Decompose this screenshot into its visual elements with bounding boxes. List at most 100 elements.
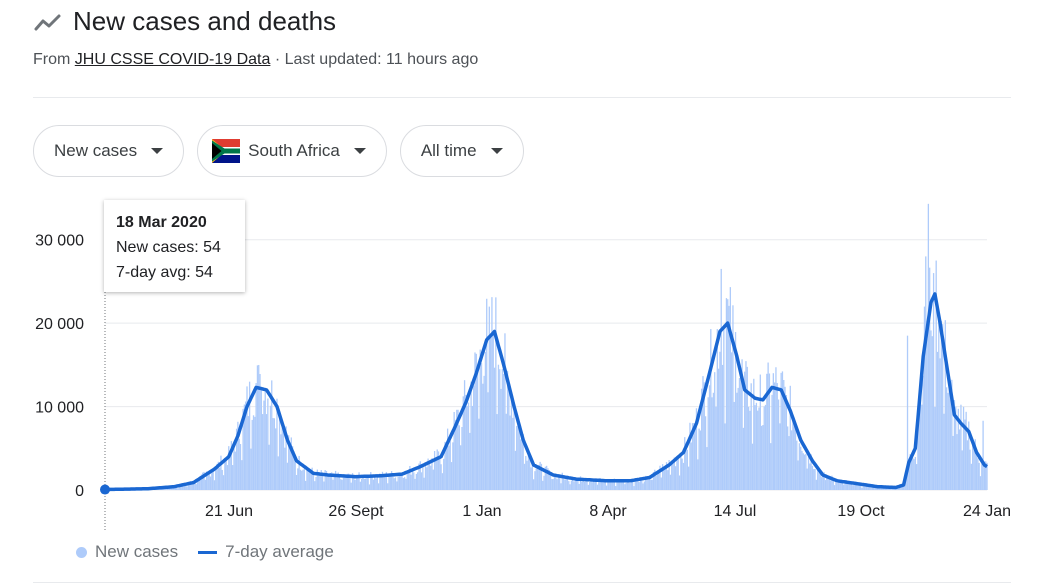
bar: [934, 406, 936, 490]
bar: [585, 481, 587, 490]
bar: [540, 463, 543, 490]
bar: [508, 381, 510, 490]
bar: [479, 349, 481, 490]
bar: [423, 477, 425, 490]
bar: [521, 431, 523, 490]
bar: [708, 385, 711, 490]
bar: [303, 468, 305, 490]
x-tick-label: 8 Apr: [589, 503, 627, 520]
bar: [428, 461, 431, 490]
bar: [579, 476, 582, 490]
bar: [660, 477, 662, 490]
bar: [622, 482, 625, 490]
bar: [446, 428, 449, 490]
bar: [863, 484, 866, 490]
bar: [347, 473, 350, 490]
bottom-divider: [33, 582, 1011, 583]
bar: [706, 447, 708, 490]
bar: [282, 429, 285, 490]
bar: [915, 464, 918, 490]
bar: [556, 479, 558, 490]
bar: [222, 475, 225, 490]
y-tick-label: 10 000: [35, 400, 84, 417]
bar: [268, 444, 270, 490]
bar: [374, 476, 376, 490]
bar: [363, 478, 365, 490]
south-africa-flag-icon: [212, 139, 241, 163]
bar: [796, 440, 798, 490]
bar: [187, 483, 190, 490]
bar: [254, 416, 256, 490]
bar: [396, 481, 398, 490]
bar: [370, 472, 372, 490]
y-tick-label: 20 000: [35, 316, 84, 333]
bar: [871, 486, 874, 490]
country-dropdown[interactable]: South Africa: [197, 125, 387, 177]
bar: [711, 397, 713, 490]
bar: [981, 463, 983, 490]
bar: [906, 335, 909, 490]
bar: [750, 383, 752, 490]
bar: [513, 405, 515, 490]
bar: [218, 467, 221, 490]
source-link[interactable]: JHU CSSE COVID-19 Data: [74, 51, 271, 68]
bar: [471, 405, 474, 490]
bar: [781, 371, 784, 490]
bar: [870, 487, 872, 490]
legend-bars-label: New cases: [95, 542, 179, 561]
bar: [559, 476, 561, 490]
bar: [176, 486, 178, 490]
bar: [495, 297, 497, 490]
bar: [681, 458, 683, 490]
bar: [771, 394, 773, 490]
bar: [509, 415, 511, 490]
bar: [876, 487, 879, 490]
bar: [499, 369, 501, 490]
bar: [721, 364, 724, 490]
bar: [510, 396, 513, 490]
bar: [693, 422, 695, 490]
bar: [288, 435, 290, 490]
bar: [810, 454, 812, 490]
bar: [552, 479, 554, 490]
bar: [397, 476, 399, 490]
bar: [594, 481, 596, 490]
bar: [745, 361, 747, 490]
bar: [194, 482, 196, 490]
bar: [345, 476, 347, 490]
bar: [626, 480, 629, 490]
bar: [302, 469, 304, 490]
bar: [344, 474, 346, 490]
bar: [673, 457, 675, 490]
last-updated: · Last updated: 11 hours ago: [274, 51, 479, 68]
bar: [387, 483, 389, 490]
bar: [867, 485, 870, 490]
bar: [198, 480, 200, 490]
bar: [798, 443, 801, 490]
bar: [648, 475, 651, 490]
bar: [380, 477, 382, 490]
bar: [659, 465, 661, 490]
bar: [853, 482, 855, 490]
bar: [777, 399, 780, 490]
bar: [237, 421, 239, 490]
bar: [638, 482, 640, 490]
bar: [327, 475, 329, 490]
bar: [306, 466, 308, 490]
bar: [280, 434, 282, 490]
bar: [531, 459, 533, 490]
bar: [759, 374, 761, 490]
time-range-dropdown[interactable]: All time: [399, 125, 524, 177]
bar: [578, 483, 580, 490]
bar: [548, 470, 550, 490]
bar: [195, 484, 197, 490]
bar: [224, 457, 226, 490]
bar: [780, 372, 782, 490]
legend-bars-swatch: [76, 546, 87, 558]
bar: [608, 481, 610, 490]
metric-dropdown[interactable]: New cases: [33, 125, 185, 177]
bar: [420, 472, 423, 490]
bar: [587, 484, 589, 490]
x-tick-label: 24 Jan: [963, 503, 1011, 520]
